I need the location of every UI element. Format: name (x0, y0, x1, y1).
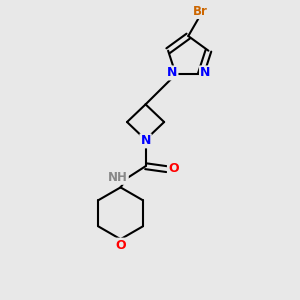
Text: NH: NH (108, 171, 128, 184)
Text: Br: Br (194, 5, 208, 18)
Text: N: N (200, 66, 210, 80)
Text: N: N (140, 134, 151, 147)
Text: O: O (168, 162, 178, 175)
Text: N: N (167, 66, 178, 80)
Text: O: O (115, 238, 126, 252)
